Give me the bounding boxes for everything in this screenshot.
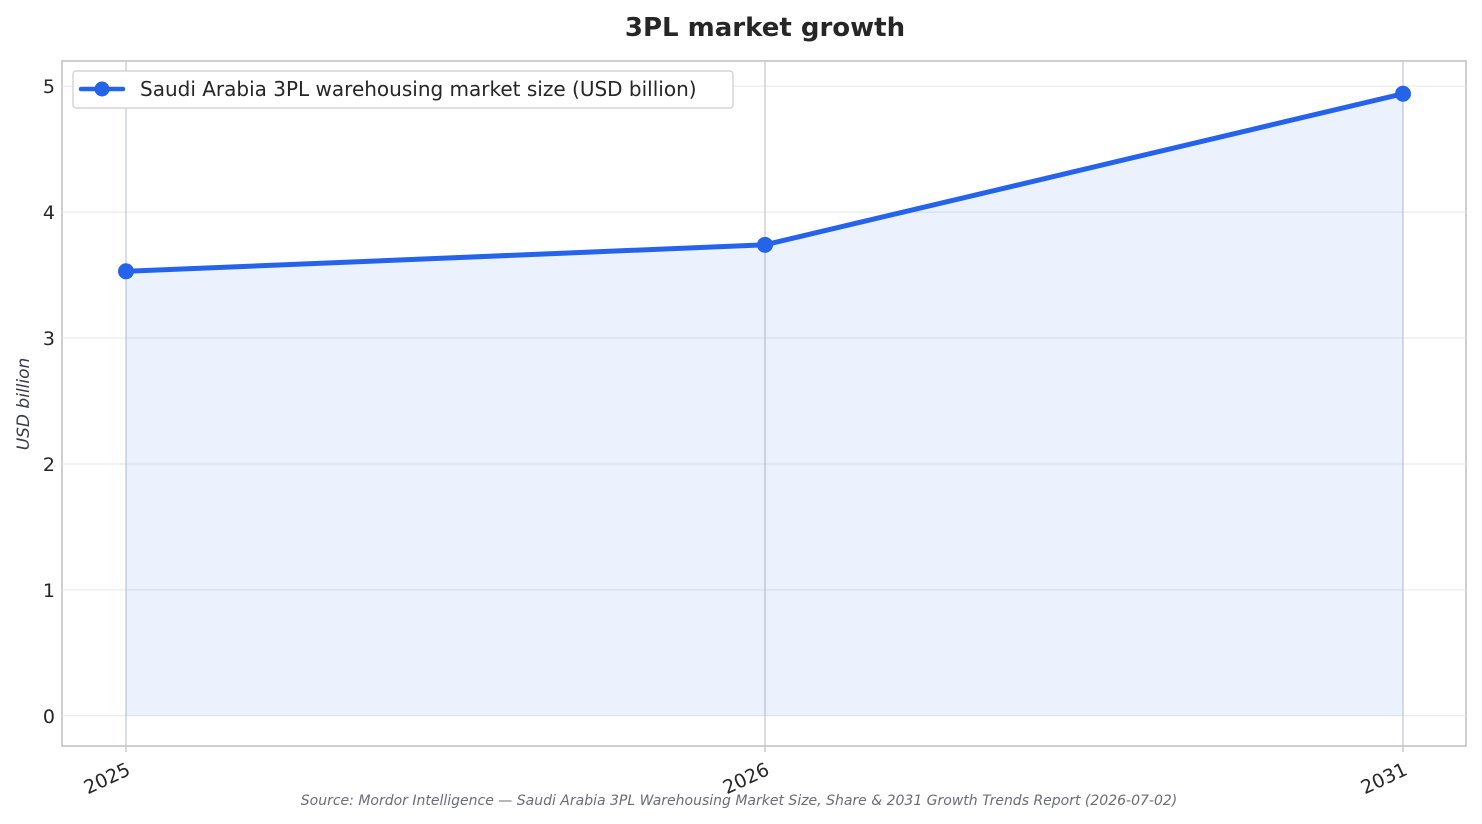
y-axis-label: USD billion bbox=[14, 358, 34, 451]
plot-area bbox=[61, 60, 1467, 747]
y-tick-label-3: 3 bbox=[43, 328, 55, 350]
y-tick-label-1: 1 bbox=[43, 580, 55, 602]
y-tick-label-5: 5 bbox=[43, 76, 55, 98]
data-point-2026 bbox=[757, 236, 773, 253]
grid-lines bbox=[62, 61, 1466, 746]
y-axis-ticks: 0 1 2 3 4 5 bbox=[43, 76, 55, 728]
x-tick-label-2031: 2031 bbox=[1358, 759, 1411, 799]
legend-label: Saudi Arabia 3PL warehousing market size… bbox=[140, 77, 697, 101]
area-fill bbox=[126, 93, 1403, 716]
y-tick-label-0: 0 bbox=[43, 706, 55, 728]
chart-title: 3PL market growth bbox=[625, 13, 905, 43]
x-tick-label-2025: 2025 bbox=[81, 759, 134, 799]
plot-frame bbox=[61, 60, 1467, 747]
source-note: Source: Mordor Intelligence — Saudi Arab… bbox=[301, 793, 1177, 809]
x-axis-ticks: 2025 2026 2031 bbox=[81, 746, 1411, 799]
legend-box bbox=[72, 70, 734, 109]
legend-marker-swatch bbox=[94, 81, 110, 97]
data-point-2025 bbox=[118, 263, 134, 280]
y-tick-label-4: 4 bbox=[43, 202, 55, 224]
y-tick-label-2: 2 bbox=[43, 454, 55, 476]
series-area bbox=[126, 93, 1403, 716]
legend: Saudi Arabia 3PL warehousing market size… bbox=[72, 70, 734, 109]
data-points bbox=[118, 85, 1411, 280]
data-point-2031 bbox=[1395, 85, 1411, 102]
